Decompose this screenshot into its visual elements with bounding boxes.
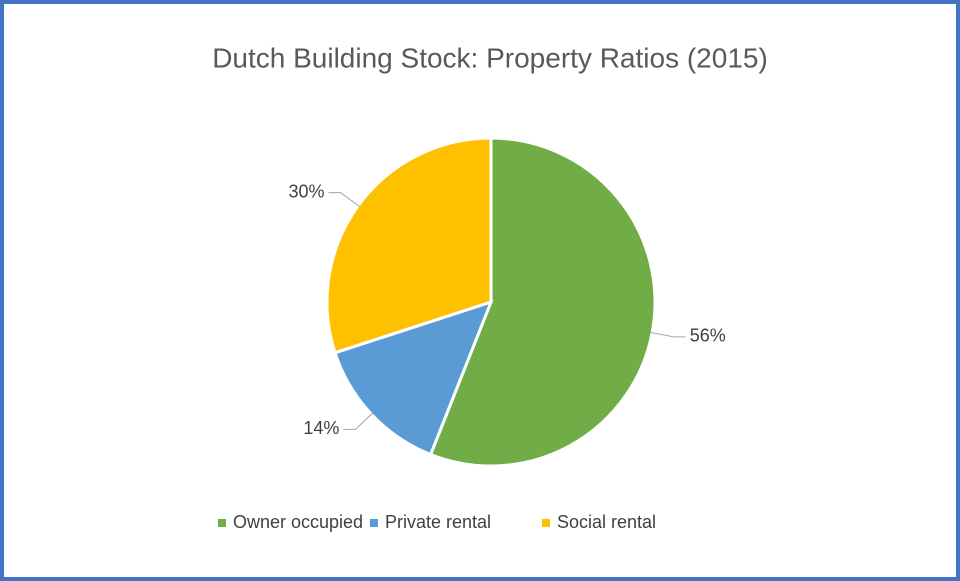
leader-line — [650, 331, 686, 338]
legend-swatch — [370, 519, 378, 527]
legend-label: Social rental — [557, 512, 656, 532]
data-label: 14% — [303, 418, 339, 438]
leader-line — [343, 412, 374, 430]
legend-label: Private rental — [385, 512, 491, 532]
data-label: 56% — [690, 326, 726, 346]
legend-swatch — [218, 519, 226, 527]
legend-label: Owner occupied — [233, 512, 363, 532]
chart-title: Dutch Building Stock: Property Ratios (2… — [212, 42, 768, 73]
leader-line — [328, 192, 361, 208]
data-label: 30% — [288, 181, 324, 201]
legend-swatch — [542, 519, 550, 527]
